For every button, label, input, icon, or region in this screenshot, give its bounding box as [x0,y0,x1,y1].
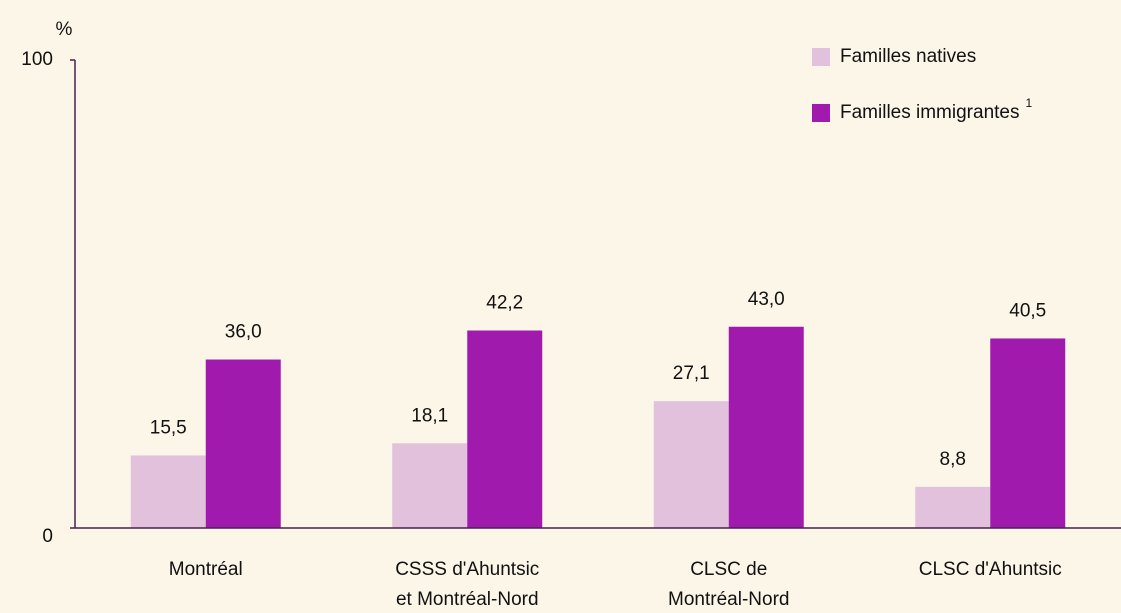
x-tick-label: CSSS d'Ahuntsic et Montréal-Nord [395,559,540,610]
legend-label: Familles natives [840,46,976,67]
data-label: 18,1 [411,405,448,426]
data-label: 42,2 [486,293,523,314]
bar [915,486,991,528]
bar [728,326,804,528]
legend-swatch [812,104,830,122]
bar [653,401,729,528]
data-label: 40,5 [1009,300,1046,321]
x-tick-label: Montréal [168,559,243,580]
y-tick-label: 100 [21,49,53,70]
y-tick-label: 0 [42,526,53,547]
legend-swatch [812,48,830,66]
data-label: 8,8 [940,449,966,470]
x-tick-label: CLSC d'Ahuntsic [918,559,1062,580]
y-unit: % [56,19,73,40]
data-label: 27,1 [673,363,710,384]
bar [392,443,468,528]
x-tick-label: CLSC de Montréal-Nord [668,559,790,610]
bar [205,359,281,528]
data-label: 43,0 [748,289,785,310]
legend-footnote: 1 [1025,96,1032,110]
data-label: 36,0 [225,322,262,343]
bar [130,455,206,528]
legend-label: Familles immigrantes [840,102,1019,123]
data-label: 15,5 [150,417,187,438]
bar [990,338,1066,528]
bar [467,330,543,528]
